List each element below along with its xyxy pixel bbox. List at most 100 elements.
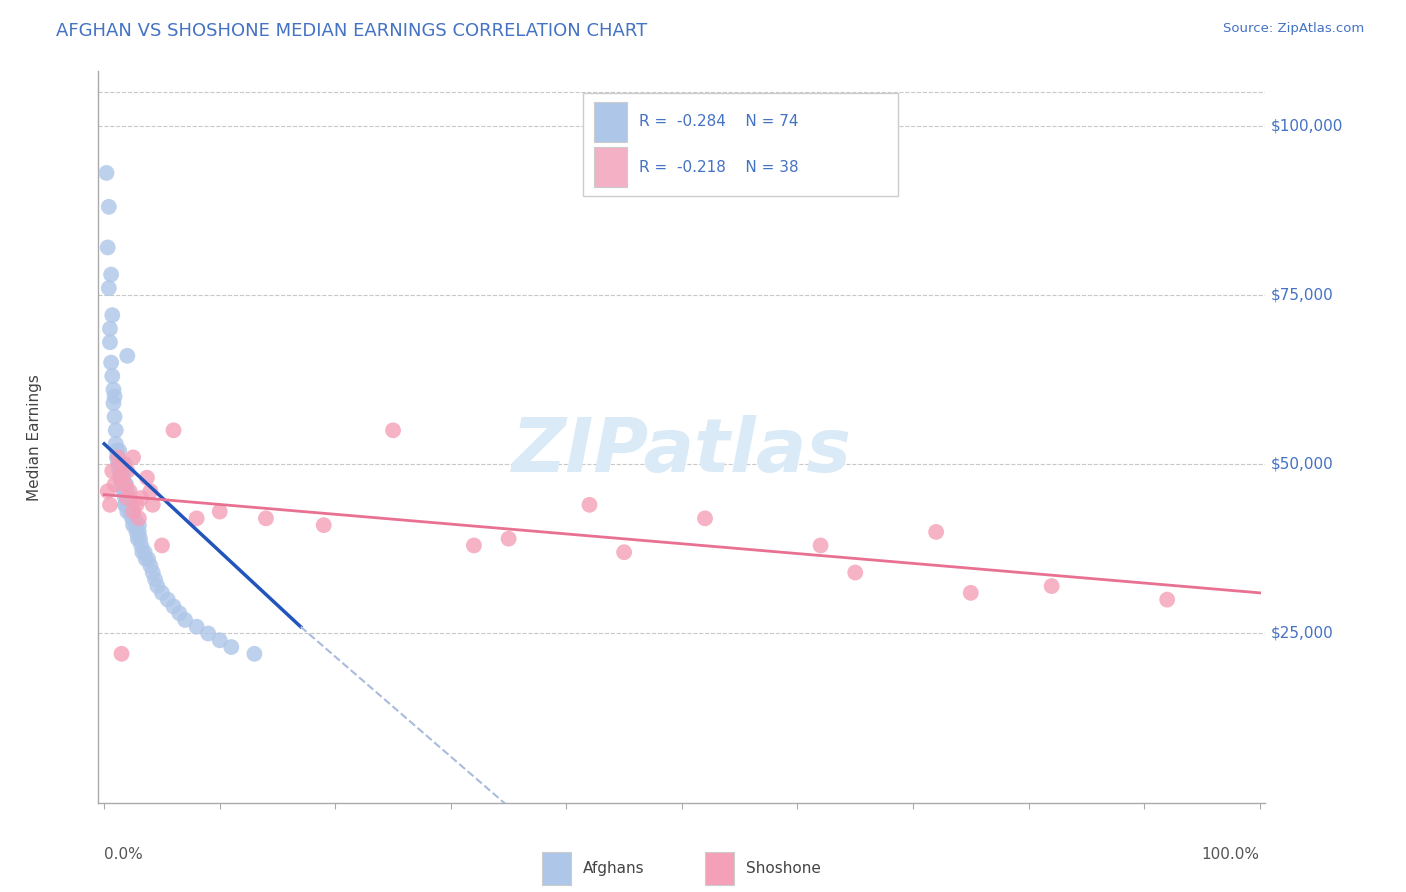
Point — [110, 477, 132, 491]
Point — [112, 484, 135, 499]
Point — [98, 498, 121, 512]
Point — [104, 423, 127, 437]
Point — [111, 457, 134, 471]
Point — [115, 477, 138, 491]
Point — [125, 498, 148, 512]
Point — [115, 498, 138, 512]
Point — [810, 538, 832, 552]
Point — [128, 518, 150, 533]
Point — [107, 457, 129, 471]
Point — [135, 552, 157, 566]
Point — [117, 464, 139, 478]
Point — [382, 423, 405, 437]
Text: 100.0%: 100.0% — [1202, 847, 1260, 862]
Point — [122, 505, 145, 519]
Point — [114, 457, 136, 471]
Point — [124, 518, 146, 533]
Point — [125, 524, 148, 539]
Point — [117, 498, 139, 512]
Point — [101, 369, 124, 384]
FancyBboxPatch shape — [595, 102, 627, 142]
Point — [613, 545, 636, 559]
Point — [122, 511, 145, 525]
Point — [107, 450, 129, 465]
Point — [101, 308, 124, 322]
Point — [108, 457, 131, 471]
Point — [221, 640, 243, 654]
Point — [128, 511, 150, 525]
FancyBboxPatch shape — [541, 852, 571, 885]
Point — [103, 383, 125, 397]
Point — [117, 484, 139, 499]
Point — [463, 538, 485, 552]
Text: AFGHAN VS SHOSHONE MEDIAN EARNINGS CORRELATION CHART: AFGHAN VS SHOSHONE MEDIAN EARNINGS CORRE… — [56, 22, 648, 40]
Point — [1156, 592, 1178, 607]
Point — [100, 355, 122, 369]
Point — [98, 322, 121, 336]
Point — [122, 518, 145, 533]
Point — [117, 505, 139, 519]
Point — [104, 477, 127, 491]
Point — [104, 409, 127, 424]
Point — [122, 505, 145, 519]
Point — [117, 491, 139, 505]
Point — [129, 532, 152, 546]
Point — [243, 647, 266, 661]
FancyBboxPatch shape — [595, 147, 627, 187]
Point — [111, 471, 134, 485]
Point — [844, 566, 866, 580]
Point — [97, 484, 120, 499]
FancyBboxPatch shape — [706, 852, 734, 885]
Point — [131, 545, 153, 559]
Point — [1040, 579, 1063, 593]
Point — [208, 633, 231, 648]
Point — [122, 450, 145, 465]
Point — [108, 464, 131, 478]
Point — [925, 524, 948, 539]
Point — [129, 491, 152, 505]
Text: $25,000: $25,000 — [1271, 626, 1334, 641]
Point — [174, 613, 197, 627]
Point — [118, 505, 141, 519]
Point — [100, 268, 122, 282]
Point — [129, 538, 152, 552]
Point — [197, 626, 219, 640]
Point — [134, 545, 156, 559]
Text: Median Earnings: Median Earnings — [27, 374, 42, 500]
Point — [693, 511, 716, 525]
Point — [110, 457, 132, 471]
Point — [110, 471, 132, 485]
Point — [959, 586, 981, 600]
Text: $75,000: $75,000 — [1271, 287, 1334, 302]
Point — [162, 599, 184, 614]
Point — [112, 484, 135, 499]
Point — [136, 552, 159, 566]
Point — [127, 532, 149, 546]
Point — [97, 200, 120, 214]
Text: R =  -0.284    N = 74: R = -0.284 N = 74 — [638, 114, 799, 129]
Point — [117, 349, 139, 363]
Point — [111, 477, 134, 491]
Point — [128, 524, 150, 539]
Point — [114, 491, 136, 505]
Point — [169, 606, 191, 620]
Point — [97, 281, 120, 295]
Point — [104, 437, 127, 451]
Point — [114, 477, 136, 491]
Text: R =  -0.218    N = 38: R = -0.218 N = 38 — [638, 160, 799, 175]
Point — [110, 471, 132, 485]
Point — [103, 396, 125, 410]
Point — [142, 498, 165, 512]
Point — [98, 335, 121, 350]
Point — [105, 443, 128, 458]
Text: Source: ZipAtlas.com: Source: ZipAtlas.com — [1223, 22, 1364, 36]
FancyBboxPatch shape — [582, 94, 898, 195]
Point — [110, 471, 132, 485]
Text: Afghans: Afghans — [582, 861, 644, 876]
Point — [118, 484, 141, 499]
Text: $50,000: $50,000 — [1271, 457, 1334, 472]
Point — [114, 498, 136, 512]
Point — [142, 566, 165, 580]
Point — [312, 518, 335, 533]
Point — [97, 240, 120, 254]
